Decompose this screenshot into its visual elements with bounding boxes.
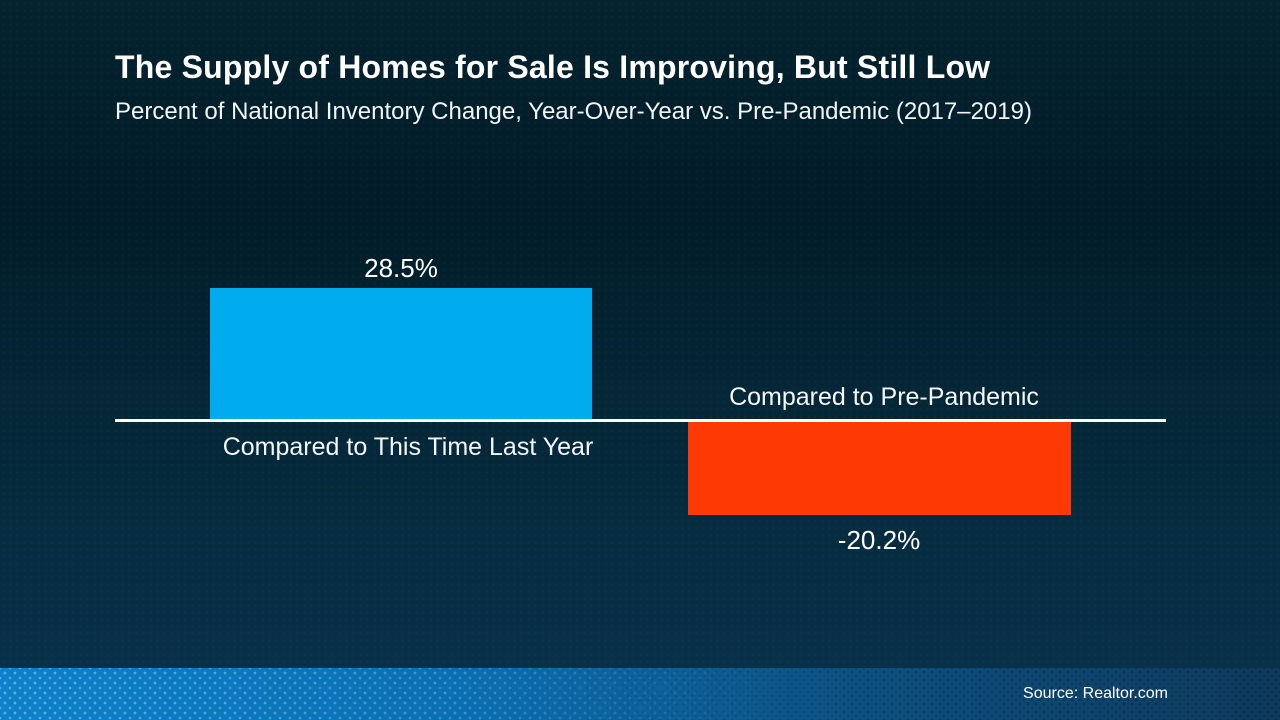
zero-axis-line: [115, 419, 1166, 422]
source-text: Source: Realtor.com: [1023, 685, 1168, 702]
footer-band: [0, 668, 1280, 720]
category-label-last-year: Compared to This Time Last Year: [222, 433, 594, 461]
category-label-pre-pandemic: Compared to Pre-Pandemic: [729, 383, 1039, 411]
bar-last-year: [210, 288, 592, 419]
chart-subtitle: Percent of National Inventory Change, Ye…: [115, 98, 1032, 125]
page-title: The Supply of Homes for Sale Is Improvin…: [115, 49, 991, 85]
value-label-last-year: 28.5%: [364, 253, 438, 283]
value-label-pre-pandemic: -20.2%: [837, 525, 921, 555]
bar-pre-pandemic: [688, 422, 1071, 515]
